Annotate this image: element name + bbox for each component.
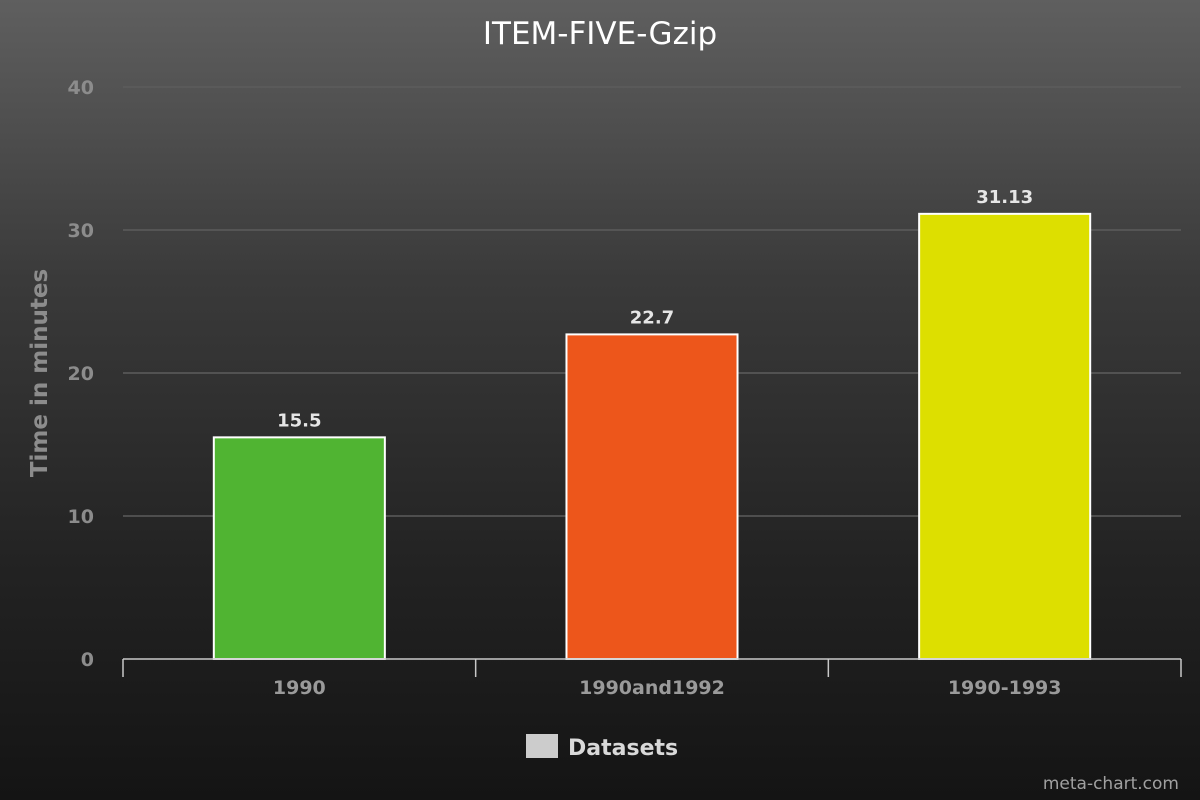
bar[interactable] xyxy=(565,333,739,660)
legend-label[interactable]: Datasets xyxy=(568,736,678,761)
x-tick-label: 1990and1992 xyxy=(579,677,725,699)
data-label: 31.13 xyxy=(976,187,1033,208)
bar[interactable] xyxy=(918,212,1092,660)
data-label: 22.7 xyxy=(630,307,674,328)
y-axis-ticks: 0 10 20 30 40 xyxy=(68,77,94,671)
bar[interactable] xyxy=(212,436,386,660)
y-axis-label: Time in minutes xyxy=(27,269,53,477)
x-axis: 1990 1990and1992 1990-1993 xyxy=(122,658,1182,699)
y-tick-label: 40 xyxy=(68,77,94,99)
credit-link[interactable]: meta-chart.com xyxy=(1043,774,1179,794)
legend-swatch[interactable] xyxy=(526,734,558,758)
y-tick-label: 10 xyxy=(68,506,94,528)
y-tick-label: 0 xyxy=(81,649,94,671)
x-tick-label: 1990 xyxy=(273,677,326,699)
legend[interactable]: Datasets xyxy=(526,734,678,761)
y-tick-label: 30 xyxy=(68,220,94,242)
y-tick-label: 20 xyxy=(68,363,94,385)
chart-title: ITEM-FIVE-Gzip xyxy=(483,16,717,52)
data-label: 15.5 xyxy=(277,410,321,431)
data-labels: 15.5 22.7 31.13 xyxy=(277,187,1033,432)
x-tick-label: 1990-1993 xyxy=(948,677,1062,699)
bars xyxy=(212,212,1092,660)
